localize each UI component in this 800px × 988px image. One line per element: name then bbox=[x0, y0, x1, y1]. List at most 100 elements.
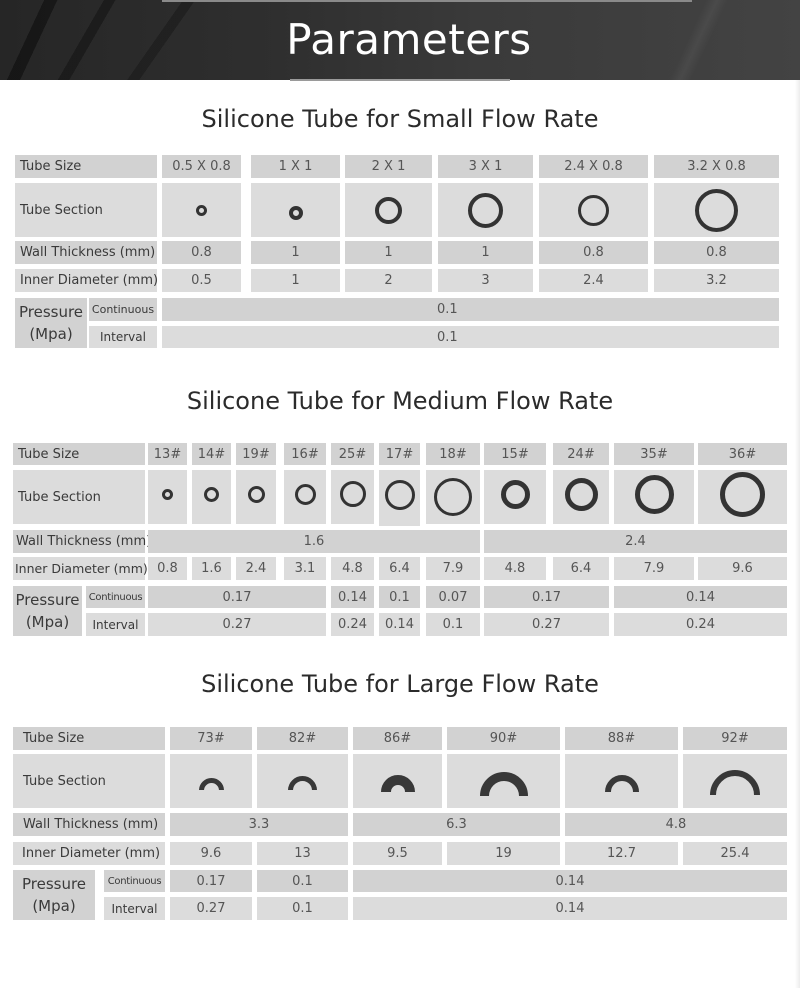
ring-icon bbox=[162, 488, 173, 500]
ring-icon bbox=[375, 196, 402, 224]
ring-icon bbox=[294, 483, 316, 505]
pressure-continuous-cell: 0.14 bbox=[614, 586, 787, 608]
ring-icon bbox=[196, 204, 207, 216]
section-title-medium: Silicone Tube for Medium Flow Rate bbox=[186, 387, 614, 415]
ring-icon bbox=[288, 206, 303, 220]
row-label-tube-size: Tube Size bbox=[13, 727, 165, 750]
row-label-inner-diameter: Inner Diameter (mm) bbox=[13, 842, 165, 865]
section-title-large: Silicone Tube for Large Flow Rate bbox=[201, 670, 599, 698]
half-ring-icon bbox=[288, 776, 317, 790]
row-label-pressure: Pressure (Mpa) bbox=[13, 586, 82, 636]
row-label-wall-thickness: Wall Thickness (mm) bbox=[13, 530, 151, 553]
banner-underline bbox=[290, 79, 510, 81]
size-cell: 36# bbox=[698, 443, 787, 465]
size-cell: 13# bbox=[148, 443, 187, 465]
section-cell bbox=[565, 754, 678, 808]
size-cell: 0.5 X 0.8 bbox=[162, 155, 241, 178]
ring-icon bbox=[468, 192, 503, 228]
half-ring-icon bbox=[604, 774, 639, 792]
wall-cell: 2.4 bbox=[484, 530, 787, 553]
wall-cell: 1 bbox=[438, 241, 533, 264]
half-ring-icon bbox=[710, 769, 760, 795]
inner-cell: 7.9 bbox=[426, 557, 480, 580]
ring-icon bbox=[564, 477, 598, 511]
pressure-interval-cell: 0.1 bbox=[162, 326, 779, 348]
size-cell: 86# bbox=[353, 727, 442, 750]
ring-icon bbox=[204, 486, 219, 502]
page-title: Parameters bbox=[286, 15, 532, 64]
size-cell: 35# bbox=[614, 443, 694, 465]
size-cell: 73# bbox=[170, 727, 252, 750]
row-label-inner-diameter: Inner Diameter (mm) bbox=[15, 269, 158, 292]
ring-icon bbox=[434, 478, 472, 516]
row-label-interval: Interval bbox=[104, 897, 165, 920]
size-cell: 17# bbox=[379, 443, 420, 465]
size-cell: 15# bbox=[484, 443, 546, 465]
inner-cell: 3 bbox=[438, 269, 533, 292]
inner-cell: 1.6 bbox=[192, 557, 231, 580]
section-cell bbox=[426, 470, 480, 524]
inner-cell: 3.2 bbox=[654, 269, 779, 292]
section-cell bbox=[345, 183, 432, 237]
row-label-continuous: Continuous bbox=[86, 586, 145, 608]
section-cell bbox=[331, 470, 374, 524]
row-label-tube-section: Tube Section bbox=[13, 754, 165, 808]
size-cell: 14# bbox=[192, 443, 231, 465]
inner-cell: 1 bbox=[251, 269, 340, 292]
size-cell: 16# bbox=[284, 443, 326, 465]
pressure-interval-cell: 0.24 bbox=[614, 613, 787, 636]
wall-cell: 1.6 bbox=[148, 530, 480, 553]
row-label-tube-size: Tube Size bbox=[15, 155, 157, 178]
wall-cell: 6.3 bbox=[353, 813, 560, 836]
section-cell bbox=[251, 183, 340, 237]
section-cell bbox=[170, 754, 252, 808]
pressure-interval-cell: 0.14 bbox=[379, 613, 420, 636]
size-cell: 3 X 1 bbox=[438, 155, 533, 178]
pressure-continuous-cell: 0.1 bbox=[379, 586, 420, 608]
section-cell bbox=[539, 183, 648, 237]
section-cell bbox=[148, 470, 187, 524]
inner-cell: 0.5 bbox=[162, 269, 241, 292]
inner-cell: 9.6 bbox=[170, 842, 252, 865]
section-cell bbox=[236, 470, 276, 524]
pressure-continuous-cell: 0.1 bbox=[257, 870, 348, 892]
row-label-interval: Interval bbox=[86, 613, 145, 636]
pressure-interval-cell: 0.1 bbox=[257, 897, 348, 920]
pressure-continuous-cell: 0.1 bbox=[162, 298, 779, 321]
row-label-continuous: Continuous bbox=[104, 870, 165, 892]
ring-icon bbox=[247, 485, 265, 503]
inner-cell: 2 bbox=[345, 269, 432, 292]
pressure-continuous-cell: 0.14 bbox=[331, 586, 374, 608]
size-cell: 88# bbox=[565, 727, 678, 750]
pressure-interval-cell: 0.24 bbox=[331, 613, 374, 636]
inner-cell: 6.4 bbox=[553, 557, 609, 580]
section-cell bbox=[614, 470, 694, 524]
pressure-interval-cell: 0.14 bbox=[353, 897, 787, 920]
pressure-unit: (Mpa) bbox=[32, 897, 76, 915]
pressure-interval-cell: 0.27 bbox=[170, 897, 252, 920]
pressure-unit: (Mpa) bbox=[25, 613, 70, 631]
inner-cell: 6.4 bbox=[379, 557, 420, 580]
ring-icon bbox=[578, 194, 609, 226]
pressure-interval-cell: 0.27 bbox=[148, 613, 326, 636]
pressure-label: Pressure bbox=[15, 591, 80, 609]
wall-cell: 3.3 bbox=[170, 813, 348, 836]
inner-cell: 2.4 bbox=[539, 269, 648, 292]
size-cell: 24# bbox=[553, 443, 609, 465]
inner-cell: 9.5 bbox=[353, 842, 442, 865]
wall-cell: 4.8 bbox=[565, 813, 787, 836]
pressure-continuous-cell: 0.17 bbox=[484, 586, 609, 608]
section-cell bbox=[284, 470, 326, 524]
pressure-interval-cell: 0.1 bbox=[426, 613, 480, 636]
row-label-tube-size: Tube Size bbox=[13, 443, 145, 465]
inner-cell: 13 bbox=[257, 842, 348, 865]
section-cell bbox=[257, 754, 348, 808]
ring-icon bbox=[384, 480, 415, 510]
size-cell: 3.2 X 0.8 bbox=[654, 155, 779, 178]
inner-cell: 19 bbox=[447, 842, 560, 865]
inner-cell: 12.7 bbox=[565, 842, 678, 865]
row-label-wall-thickness: Wall Thickness (mm) bbox=[13, 813, 165, 836]
size-cell: 19# bbox=[236, 443, 276, 465]
row-label-tube-section: Tube Section bbox=[15, 183, 157, 237]
pressure-continuous-cell: 0.17 bbox=[148, 586, 326, 608]
